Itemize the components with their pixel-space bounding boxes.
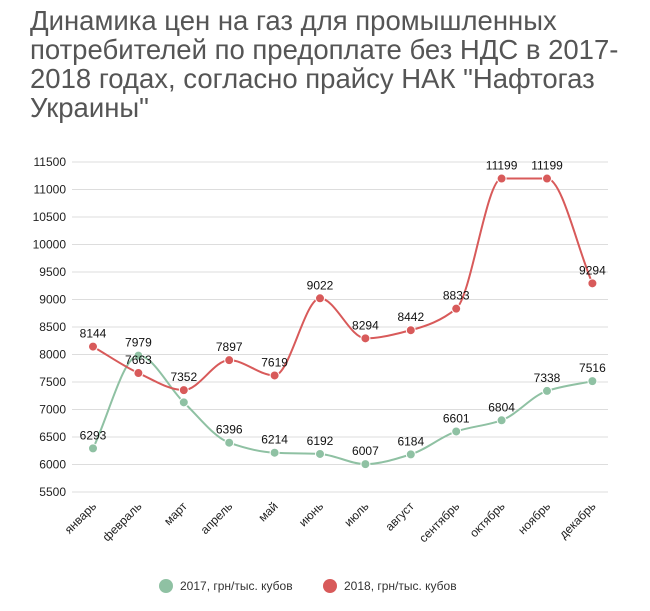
x-tick-label: май (256, 499, 281, 524)
y-tick-label: 5500 (39, 485, 66, 499)
data-point (88, 443, 98, 454)
x-tick-label: сентябрь (416, 499, 462, 545)
y-tick-label: 9500 (39, 265, 66, 279)
x-axis-ticks: январь февраль март апрель май июнь июль август… (62, 499, 599, 545)
x-tick-label: декабрь (556, 499, 598, 541)
data-label: 7979 (125, 336, 152, 350)
data-label: 6293 (80, 428, 107, 442)
data-label: 6601 (443, 411, 470, 425)
x-tick-label: ноябрь (515, 499, 553, 537)
data-label: 8833 (443, 289, 470, 303)
data-label: 11199 (486, 159, 518, 173)
data-label: 6192 (307, 434, 334, 448)
data-point (496, 415, 507, 426)
data-point (587, 376, 598, 387)
data-point (360, 459, 371, 470)
data-labels: 6293 7979 6396 6214 6192 6007 6184 6601 6804 7338… (80, 159, 606, 459)
y-tick-label: 10000 (33, 238, 67, 252)
chart-title: Динамика цен на газ для промышленных пот… (30, 5, 619, 123)
x-tick-label: июнь (296, 499, 326, 529)
data-label: 7619 (261, 355, 288, 369)
x-tick-label: август (382, 499, 417, 534)
data-point (224, 355, 235, 366)
data-point (269, 370, 280, 381)
data-label: 11199 (531, 159, 563, 173)
grid-lines (72, 161, 608, 493)
data-point (405, 325, 416, 336)
data-point (451, 426, 462, 437)
y-tick-label: 7500 (39, 375, 66, 389)
data-point (178, 397, 189, 408)
series-lines (92, 177, 594, 466)
data-label: 8144 (80, 327, 107, 341)
data-point (178, 385, 189, 396)
data-label: 6804 (488, 400, 515, 414)
legend-label: 2018, грн/тыс. кубов (344, 579, 457, 593)
data-point (133, 368, 144, 379)
series-line-2 (92, 177, 594, 392)
data-point (315, 293, 325, 304)
legend-marker (323, 579, 337, 593)
data-label: 7338 (534, 371, 561, 385)
data-point (88, 341, 98, 352)
data-label: 6007 (352, 444, 379, 458)
data-point (542, 385, 552, 396)
y-tick-label: 11500 (34, 155, 67, 169)
data-label: 7352 (170, 370, 197, 384)
data-point (405, 449, 416, 460)
data-point (133, 350, 144, 361)
data-point (360, 333, 371, 344)
data-point (496, 173, 507, 184)
data-label: 7897 (216, 340, 243, 354)
data-label: 7663 (125, 353, 152, 367)
data-label: 6184 (397, 434, 424, 448)
x-tick-label: март (161, 499, 190, 528)
data-label: 8442 (397, 310, 424, 324)
y-tick-label: 6500 (39, 430, 66, 444)
data-label: 6214 (261, 433, 288, 447)
data-point (315, 448, 325, 459)
legend-label: 2017, грн/тыс. кубов (180, 579, 293, 593)
y-tick-label: 8500 (39, 320, 66, 334)
data-label: 9294 (579, 263, 606, 277)
x-tick-label: апрель (198, 499, 236, 537)
y-tick-label: 11000 (34, 183, 67, 197)
legend-marker (159, 579, 173, 593)
data-point (269, 447, 280, 458)
data-label: 6396 (216, 423, 243, 437)
data-label: 9022 (307, 278, 334, 292)
y-tick-label: 6000 (39, 458, 66, 472)
data-point (451, 303, 462, 314)
data-point (542, 173, 552, 184)
data-point (224, 437, 235, 448)
data-label: 7516 (579, 361, 606, 375)
x-tick-label: февраль (100, 499, 145, 544)
y-tick-label: 7000 (39, 403, 66, 417)
y-tick-label: 9000 (39, 293, 66, 307)
x-tick-label: октябрь (467, 499, 508, 540)
series-points (88, 173, 598, 470)
x-tick-label: июль (341, 499, 371, 529)
data-label: 8294 (352, 318, 379, 332)
legend: 2017, грн/тыс. кубов 2018, грн/тыс. кубов (159, 579, 457, 593)
data-point (587, 278, 598, 289)
y-axis-ticks: 5500 6000 6500 7000 7500 8000 8500 9000 9500 1000… (33, 155, 67, 499)
y-tick-label: 10500 (33, 210, 67, 224)
x-tick-label: январь (62, 499, 99, 536)
y-tick-label: 8000 (39, 348, 66, 362)
